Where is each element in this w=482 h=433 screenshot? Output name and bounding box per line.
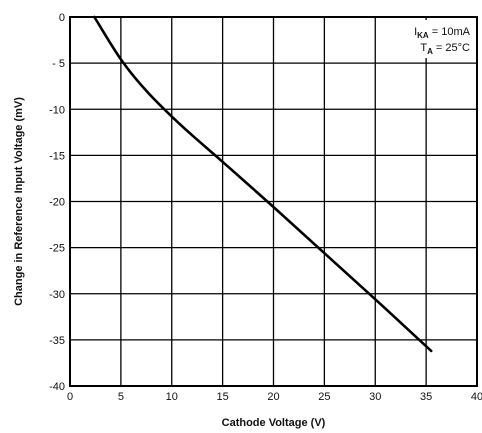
- y-tick-label: -15: [49, 150, 65, 162]
- y-tick-label: -35: [49, 335, 65, 347]
- x-tick-label: 20: [267, 391, 279, 403]
- x-tick-label: 0: [67, 391, 73, 403]
- y-tick-label: -25: [49, 243, 65, 255]
- y-tick-label: -10: [49, 104, 65, 116]
- grid: [70, 17, 477, 386]
- y-axis-title: Change in Reference Input Voltage (mV): [13, 97, 25, 306]
- x-tick-label: 5: [118, 391, 124, 403]
- y-tick-label: -30: [49, 289, 65, 301]
- x-tick-label: 40: [471, 391, 482, 403]
- y-axis-ticks: 0 - 5 -10 -15 -20 -25 -30 -35 -40: [49, 12, 65, 393]
- x-axis-ticks: 0 5 10 15 20 25 30 35 40: [67, 391, 482, 403]
- x-axis-title: Cathode Voltage (V): [222, 417, 326, 429]
- note-line-2-sub: A: [427, 47, 433, 56]
- y-tick-label: 0: [59, 12, 65, 24]
- x-tick-label: 10: [166, 391, 178, 403]
- x-tick-label: 25: [318, 391, 330, 403]
- note-line-2-main: T: [420, 42, 427, 54]
- condition-note-line-2: TA = 25°C: [420, 42, 470, 56]
- series-line-1: [93, 15, 433, 353]
- condition-note-line-1: IKA = 10mA: [414, 26, 471, 40]
- note-line-2-rest: = 25°C: [433, 42, 470, 54]
- series-layer: [93, 15, 433, 353]
- note-line-1-main: I: [414, 26, 417, 38]
- condition-note: IKA = 10mA TA = 25°C: [377, 20, 475, 58]
- x-tick-label: 15: [217, 391, 229, 403]
- y-tick-label: -20: [49, 197, 65, 209]
- condition-note-box: [377, 20, 475, 58]
- y-tick-label: -40: [49, 381, 65, 393]
- plot-frame: [69, 16, 478, 387]
- y-tick-label: - 5: [52, 58, 65, 70]
- x-tick-label: 30: [369, 391, 381, 403]
- x-tick-label: 35: [420, 391, 432, 403]
- note-line-1-rest: = 10mA: [429, 26, 471, 38]
- note-line-1-sub: KA: [417, 31, 429, 40]
